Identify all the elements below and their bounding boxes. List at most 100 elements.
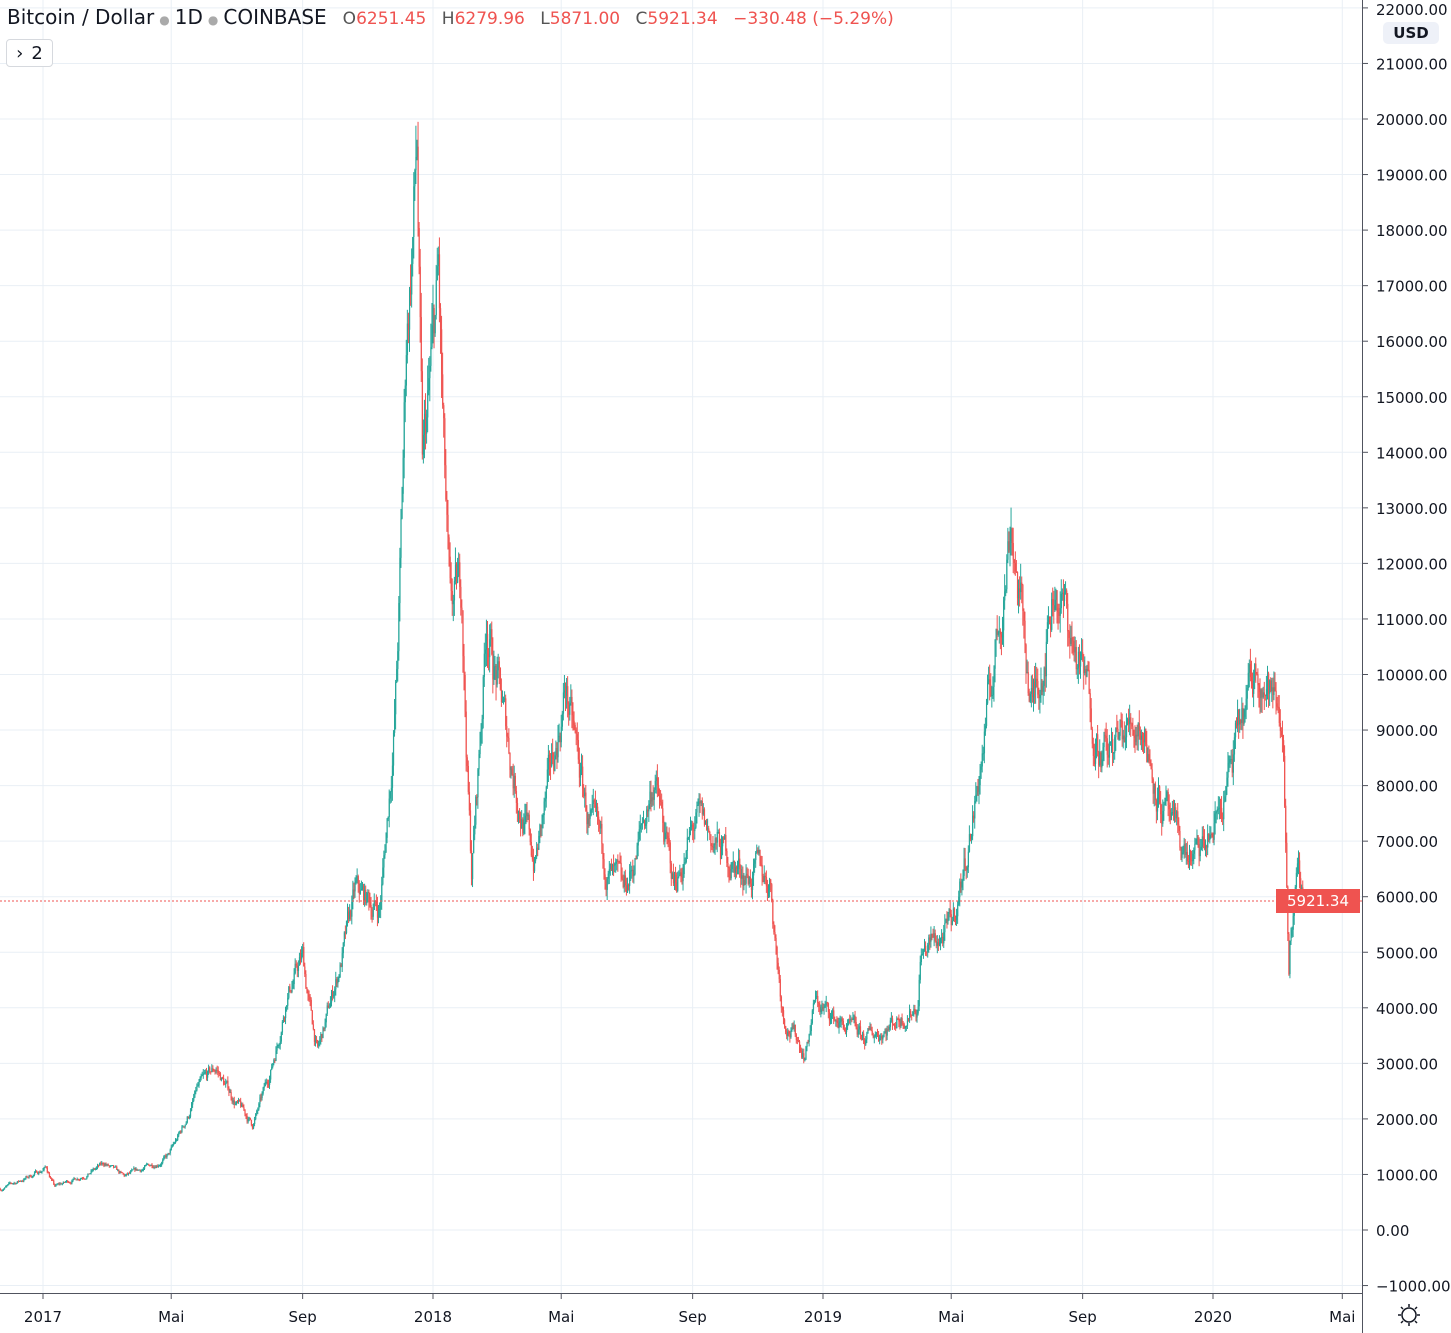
candle-down — [1198, 843, 1200, 857]
candle-up — [265, 1081, 268, 1083]
candle-up — [259, 1097, 261, 1104]
time-axis[interactable] — [0, 1293, 1362, 1333]
candle-down — [236, 1101, 239, 1103]
candle-down — [210, 1071, 212, 1073]
currency-badge[interactable]: USD — [1383, 22, 1439, 44]
candle-up — [114, 1166, 116, 1168]
candle-down — [1197, 835, 1199, 844]
candle-down — [476, 796, 478, 798]
candle-down — [604, 874, 606, 885]
candle-down — [462, 610, 464, 657]
candle-up — [412, 237, 414, 264]
candle-up — [356, 876, 358, 882]
candle-up — [252, 1124, 255, 1129]
candle-up — [787, 1031, 789, 1036]
y-axis-ticks: 22000.00 21000.00 20000.00 19000.00 18000.00… — [1362, 1, 1451, 1296]
price-axis[interactable] — [1362, 0, 1451, 1333]
candle-up — [867, 1028, 869, 1034]
candle-up — [416, 146, 418, 157]
candle-down — [575, 729, 577, 735]
symbol-name[interactable]: Bitcoin / Dollar — [7, 5, 155, 29]
candle-up — [1127, 718, 1129, 723]
candle-up — [256, 1111, 258, 1114]
candle-up — [866, 1033, 868, 1040]
candle-down — [711, 845, 713, 847]
candle-up — [359, 890, 362, 894]
candle-down — [231, 1097, 233, 1103]
candle-down — [887, 1029, 889, 1031]
candle-down — [514, 775, 516, 792]
change-value: −330.48 (−5.29%) — [733, 9, 894, 29]
candle-down — [605, 884, 607, 890]
candle-down — [260, 1097, 262, 1099]
candle-down — [48, 1173, 51, 1178]
candle-down — [1097, 734, 1099, 752]
candle-up — [384, 852, 386, 856]
candle-up — [1094, 745, 1097, 764]
candle-up — [673, 874, 676, 884]
candle-down — [1263, 692, 1265, 695]
candle-up — [372, 909, 374, 917]
candle-down — [242, 1104, 244, 1108]
candle-down — [1175, 807, 1177, 819]
candle-down — [628, 885, 630, 887]
candle-down — [670, 863, 672, 879]
candle-up — [381, 884, 383, 902]
candle-down — [742, 875, 744, 886]
candle-down — [788, 1031, 790, 1034]
high-value: 6279.96 — [454, 9, 525, 29]
candle-down — [53, 1180, 55, 1184]
candle-up — [698, 801, 700, 805]
candle-up — [608, 869, 611, 874]
candle-down — [1250, 677, 1253, 684]
x-axis-ticks: 2017 Mai Sep 2018 Mai Sep 2019 Mai Sep 2020 Mai — [24, 1293, 1355, 1326]
candle-down — [93, 1168, 95, 1170]
x-tick-label: 2019 — [804, 1308, 842, 1326]
candle-up — [997, 631, 999, 635]
candle-down — [1272, 687, 1274, 696]
low-value: 5871.00 — [549, 9, 621, 29]
candle-up — [614, 863, 616, 866]
candle-up — [731, 862, 733, 869]
gear-icon[interactable] — [1396, 1302, 1422, 1328]
candle-up — [523, 822, 525, 834]
candle-up — [1237, 709, 1239, 726]
candle-down — [1203, 840, 1206, 849]
candle-up — [131, 1169, 133, 1172]
candle-up — [241, 1104, 243, 1107]
candle-up — [21, 1181, 23, 1183]
candle-down — [740, 868, 742, 879]
candle-down — [118, 1169, 120, 1173]
candle-up — [513, 775, 515, 789]
candle-down — [712, 846, 714, 848]
candle-up — [1125, 722, 1128, 738]
candle-up — [477, 769, 479, 798]
candle-up — [1265, 688, 1268, 696]
candle-down — [516, 802, 519, 814]
candle-up — [952, 908, 955, 921]
candle-down — [568, 704, 570, 715]
candle-up — [1164, 797, 1166, 805]
collapse-indicators-button[interactable]: › 2 — [6, 39, 53, 67]
candle-up — [277, 1045, 279, 1047]
candle-up — [838, 1022, 840, 1029]
candle-up — [388, 798, 390, 817]
candle-up — [320, 1034, 322, 1040]
candle-down — [901, 1018, 903, 1024]
candle-down — [449, 556, 451, 579]
candle-up — [755, 852, 757, 861]
candle-up — [125, 1173, 128, 1176]
candle-down — [283, 1017, 286, 1019]
candle-up — [434, 315, 436, 334]
candle-down — [842, 1020, 845, 1029]
candle-up — [272, 1063, 274, 1068]
candle-up — [1004, 591, 1006, 601]
candle-down — [1169, 809, 1171, 821]
candle-up — [271, 1067, 273, 1070]
candle-down — [1092, 743, 1095, 756]
candle-down — [321, 1034, 323, 1039]
candle-up — [475, 796, 477, 825]
candle-up — [1137, 723, 1139, 737]
candle-up — [874, 1034, 877, 1037]
